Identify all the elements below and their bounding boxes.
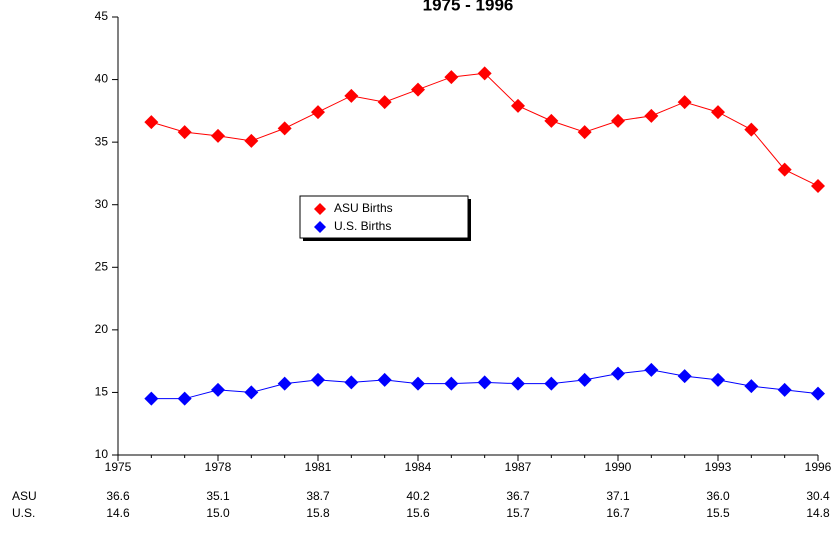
- data-point: [444, 376, 459, 391]
- table-cell: 36.6: [106, 489, 130, 503]
- data-point: [277, 121, 292, 136]
- y-tick-label: 30: [95, 197, 109, 211]
- data-point: [244, 133, 259, 148]
- legend-marker: [314, 221, 326, 233]
- data-point: [311, 105, 325, 120]
- data-point: [811, 178, 825, 193]
- data-point: [177, 125, 192, 140]
- legend-box: [299, 195, 469, 239]
- data-point: [711, 105, 725, 120]
- table-row-label: U.S.: [12, 506, 35, 520]
- data-point: [744, 379, 759, 394]
- data-point: [477, 375, 492, 390]
- data-point: [511, 98, 525, 113]
- legend-label: U.S. Births: [334, 219, 391, 233]
- data-point: [611, 366, 625, 381]
- y-tick-label: 25: [95, 259, 109, 273]
- data-point: [677, 369, 692, 384]
- data-point: [377, 372, 392, 387]
- table-cell: 36.7: [506, 489, 530, 503]
- legend: ASU Births U.S. Births: [299, 195, 471, 241]
- data-point: [577, 372, 592, 387]
- data-point: [211, 382, 225, 397]
- data-point: [544, 376, 559, 391]
- table-cell: 30.4: [806, 489, 830, 503]
- table-row-label: ASU: [12, 489, 37, 503]
- table-cell: 36.0: [706, 489, 730, 503]
- data-point: [444, 70, 459, 85]
- data-point: [377, 95, 392, 110]
- y-tick-label: 15: [95, 385, 109, 399]
- data-point: [711, 372, 725, 387]
- data-point: [177, 391, 192, 406]
- data-point: [344, 88, 359, 103]
- data-point: [311, 372, 325, 387]
- table-cell: 15.5: [706, 506, 730, 520]
- y-tick-label: 10: [95, 447, 109, 461]
- table-cell: 40.2: [406, 489, 430, 503]
- data-point: [644, 362, 659, 377]
- x-tick-label: 1996: [805, 460, 832, 474]
- x-tick-label: 1987: [505, 460, 532, 474]
- data-point: [411, 82, 425, 97]
- legend-marker: [314, 203, 326, 215]
- x-tick-label: 1978: [205, 460, 232, 474]
- data-point: [211, 128, 225, 143]
- data-point: [411, 376, 425, 391]
- data-point: [344, 375, 359, 390]
- x-tick-label: 1993: [705, 460, 732, 474]
- x-tick-label: 1975: [105, 460, 132, 474]
- series-line: [151, 72, 819, 187]
- data-point: [144, 391, 159, 406]
- data-point: [511, 376, 525, 391]
- chart-title: 1975 - 1996: [423, 0, 514, 14]
- data-point: [611, 113, 625, 128]
- x-tick-label: 1984: [405, 460, 432, 474]
- data-point: [144, 115, 159, 130]
- table-cell: 35.1: [206, 489, 230, 503]
- legend-label: ASU Births: [334, 201, 393, 215]
- data-point: [277, 376, 292, 391]
- table-cell: 14.6: [106, 506, 130, 520]
- data-point: [477, 66, 492, 81]
- data-point: [777, 382, 792, 397]
- data-point: [777, 162, 792, 177]
- data-point: [244, 385, 259, 400]
- table-cell: 15.6: [406, 506, 430, 520]
- x-tick-label: 1981: [305, 460, 332, 474]
- table-cell: 16.7: [606, 506, 630, 520]
- data-point: [744, 122, 759, 137]
- data-point: [677, 95, 692, 110]
- y-tick-label: 45: [95, 9, 109, 23]
- data-point: [577, 125, 592, 140]
- x-tick-label: 1990: [605, 460, 632, 474]
- table-cell: 38.7: [306, 489, 330, 503]
- y-tick-label: 20: [95, 322, 109, 336]
- table-cell: 15.7: [506, 506, 530, 520]
- table-cell: 37.1: [606, 489, 630, 503]
- table-cell: 14.8: [806, 506, 830, 520]
- table-cell: 15.0: [206, 506, 230, 520]
- data-point: [544, 113, 559, 128]
- y-tick-label: 40: [95, 72, 109, 86]
- y-tick-label: 35: [95, 134, 109, 148]
- table-cell: 15.8: [306, 506, 330, 520]
- data-point: [811, 386, 825, 401]
- data-point: [644, 108, 659, 123]
